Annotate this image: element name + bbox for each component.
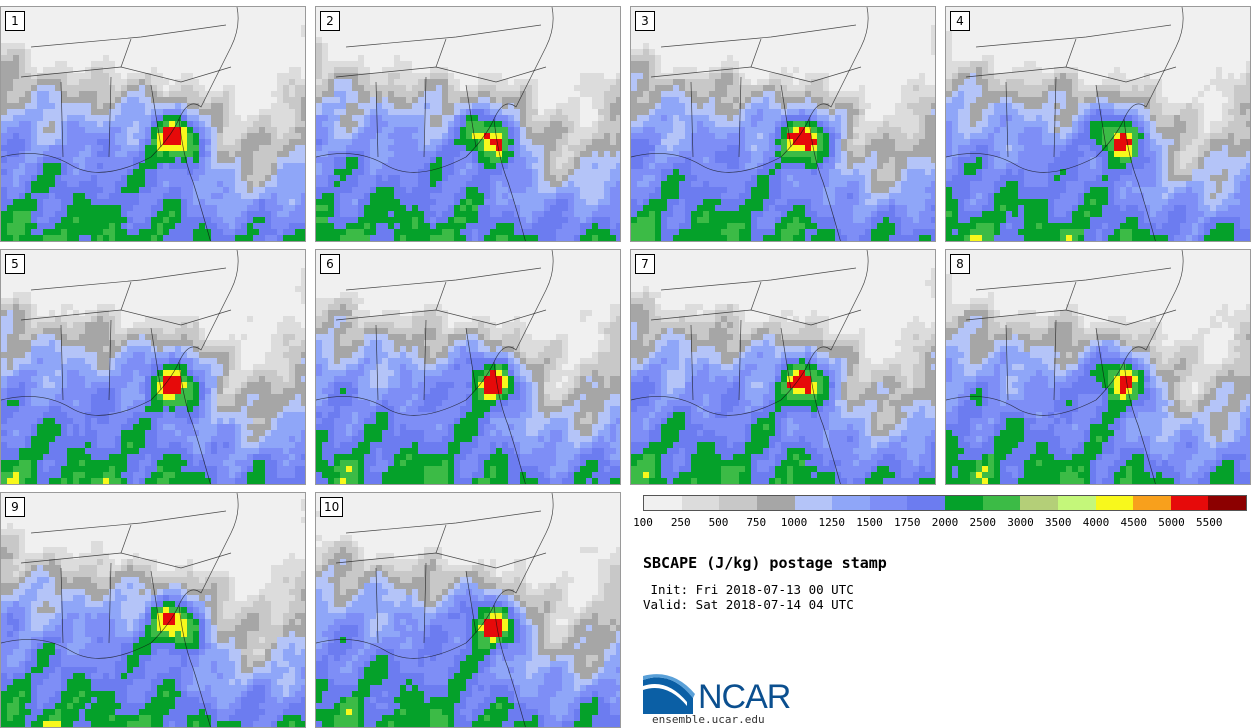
colorbar-swatch <box>869 496 908 510</box>
member-number-label: 1 <box>5 11 25 31</box>
colorbar-swatch <box>644 496 682 510</box>
colorbar-tick-label: 5000 <box>1158 516 1185 529</box>
colorbar-swatch <box>756 496 795 510</box>
member-number-label: 2 <box>320 11 340 31</box>
colorbar-tick-label: 4000 <box>1083 516 1110 529</box>
colorbar-swatch <box>1170 496 1209 510</box>
ensemble-member-panel[interactable]: 3 <box>630 6 936 242</box>
sbcape-map <box>631 7 935 241</box>
ensemble-member-panel[interactable]: 8 <box>945 249 1251 485</box>
colorbar-swatch <box>1133 496 1171 510</box>
member-number-label: 3 <box>635 11 655 31</box>
colorbar-swatch <box>794 496 833 510</box>
member-number-label: 7 <box>635 254 655 274</box>
sbcape-map <box>316 250 620 484</box>
member-number-label: 10 <box>320 497 344 517</box>
sbcape-map <box>1 250 305 484</box>
valid-time: Valid: Sat 2018-07-14 04 UTC <box>643 597 854 612</box>
ensemble-url: ensemble.ucar.edu <box>652 713 765 726</box>
sbcape-map <box>1 7 305 241</box>
colorbar-swatch <box>719 496 757 510</box>
colorbar-swatch <box>832 496 870 510</box>
ensemble-member-panel[interactable]: 5 <box>0 249 306 485</box>
colorbar-tick-label: 500 <box>709 516 729 529</box>
colorbar <box>643 495 1247 511</box>
colorbar-swatch <box>1208 496 1246 510</box>
colorbar-tick-label: 3500 <box>1045 516 1072 529</box>
colorbar-swatch <box>907 496 945 510</box>
sbcape-map <box>316 493 620 727</box>
init-time: Init: Fri 2018-07-13 00 UTC <box>643 582 854 597</box>
member-number-label: 8 <box>950 254 970 274</box>
sbcape-map <box>946 250 1250 484</box>
ensemble-member-panel[interactable]: 6 <box>315 249 621 485</box>
ncar-logo-icon <box>643 674 695 714</box>
colorbar-tick-label: 100 <box>633 516 653 529</box>
member-number-label: 5 <box>5 254 25 274</box>
colorbar-tick-label: 750 <box>746 516 766 529</box>
colorbar-tick-label: 1750 <box>894 516 921 529</box>
ensemble-member-panel[interactable]: 1 <box>0 6 306 242</box>
colorbar-tick-label: 250 <box>671 516 691 529</box>
colorbar-tick-label: 4500 <box>1121 516 1148 529</box>
member-number-label: 6 <box>320 254 340 274</box>
ensemble-member-panel[interactable]: 2 <box>315 6 621 242</box>
colorbar-tick-label: 1000 <box>781 516 808 529</box>
ensemble-member-panel[interactable]: 10 <box>315 492 621 728</box>
sbcape-map <box>631 250 935 484</box>
colorbar-tick-label: 5500 <box>1196 516 1223 529</box>
colorbar-swatch <box>945 496 983 510</box>
ncar-wordmark: NCAR <box>698 680 791 714</box>
sbcape-map <box>1 493 305 727</box>
colorbar-swatch <box>681 496 720 510</box>
colorbar-tick-label: 1500 <box>856 516 883 529</box>
ensemble-member-panel[interactable]: 4 <box>945 6 1251 242</box>
ensemble-member-panel[interactable]: 9 <box>0 492 306 728</box>
colorbar-swatch <box>1057 496 1096 510</box>
member-number-label: 9 <box>5 497 25 517</box>
colorbar-tick-label: 1250 <box>819 516 846 529</box>
member-number-label: 4 <box>950 11 970 31</box>
ensemble-member-panel[interactable]: 7 <box>630 249 936 485</box>
colorbar-tick-label: 2500 <box>970 516 997 529</box>
colorbar-ticks: 100 250 500 750 1000 1250 1500 1750 2000 2500 3000… <box>633 516 1260 530</box>
colorbar-tick-label: 2000 <box>932 516 959 529</box>
sbcape-map <box>316 7 620 241</box>
colorbar-swatch <box>1095 496 1134 510</box>
colorbar-swatch <box>1020 496 1058 510</box>
sbcape-map <box>946 7 1250 241</box>
colorbar-tick-label: 3000 <box>1007 516 1034 529</box>
page-title: SBCAPE (J/kg) postage stamp <box>643 554 887 572</box>
colorbar-swatch <box>982 496 1021 510</box>
